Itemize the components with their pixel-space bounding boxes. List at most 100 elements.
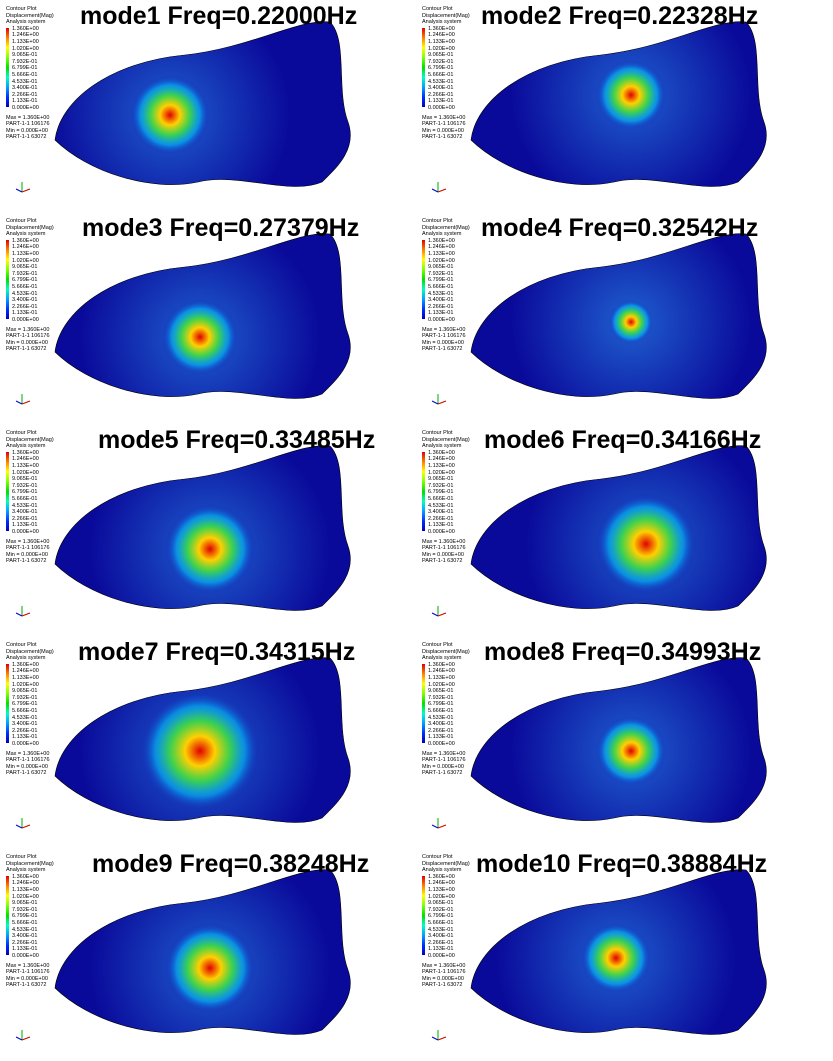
mesh-plot — [416, 424, 832, 636]
legend-level: 2.266E-01 — [422, 728, 470, 735]
axis — [432, 613, 438, 616]
legend-level: 1.246E+00 — [422, 880, 470, 887]
legend-footer-line: Max = 1.360E+00 — [422, 751, 470, 758]
legend-footer-line: Min = 0.000E+00 — [422, 552, 470, 559]
mesh-plot — [0, 212, 416, 424]
legend-header: Contour Plot — [422, 642, 470, 649]
legend-level: 5.666E-01 — [422, 496, 470, 503]
mode-title: mode1 Freq=0.22000Hz — [80, 2, 357, 31]
mode-title: mode4 Freq=0.32542Hz — [481, 214, 758, 243]
axis-triad — [432, 818, 446, 828]
legend-level: 1.133E+00 — [422, 463, 470, 470]
legend-level: 9.065E-01 — [6, 476, 54, 483]
legend-level: 7.932E-01 — [422, 907, 470, 914]
color-bar — [422, 664, 425, 743]
legend-level: 1.133E-01 — [6, 310, 54, 317]
color-bar — [6, 28, 9, 107]
legend-level: 7.932E-01 — [6, 695, 54, 702]
legend-level: 2.266E-01 — [6, 516, 54, 523]
legend-footer-line: Min = 0.000E+00 — [6, 976, 54, 983]
legend-footer-line: Max = 1.360E+00 — [6, 963, 54, 970]
legend-footer-line: Min = 0.000E+00 — [6, 128, 54, 135]
legend-footer-line: PART-1-1 63072 — [6, 134, 54, 141]
legend-level: 5.666E-01 — [422, 708, 470, 715]
legend-header: Displacement(Mag) — [422, 649, 470, 656]
legend-level: 1.133E-01 — [422, 946, 470, 953]
mesh-hotspot — [55, 234, 350, 399]
axis — [16, 613, 22, 616]
legend-level: 0.000E+00 — [422, 105, 470, 112]
legend-level: 1.133E+00 — [6, 675, 54, 682]
axis-triad — [432, 394, 446, 404]
legend-level: 2.266E-01 — [422, 304, 470, 311]
legend-level: 4.533E-01 — [422, 503, 470, 510]
legend-header: Contour Plot — [422, 430, 470, 437]
legend-header: Displacement(Mag) — [422, 13, 470, 20]
axis-triad — [16, 606, 30, 616]
mode-title: mode7 Freq=0.34315Hz — [78, 638, 355, 667]
legend-level: 1.246E+00 — [6, 32, 54, 39]
legend-level: 1.360E+00 — [6, 26, 54, 33]
axis — [438, 401, 446, 404]
legend-level: 0.000E+00 — [6, 953, 54, 960]
legend-level: 1.133E-01 — [6, 522, 54, 529]
legend-level: 1.360E+00 — [6, 238, 54, 245]
legend-level: 3.400E-01 — [422, 721, 470, 728]
mode-title: mode3 Freq=0.27379Hz — [82, 214, 359, 243]
legend-footer-line: PART-1-1 63072 — [6, 558, 54, 565]
legend-level: 1.133E+00 — [6, 887, 54, 894]
legend-level: 2.266E-01 — [6, 940, 54, 947]
axis — [438, 189, 446, 192]
color-bar — [422, 452, 425, 531]
axis-triad — [16, 182, 30, 192]
legend-level: 6.799E-01 — [422, 65, 470, 72]
legend-level: 7.932E-01 — [6, 271, 54, 278]
legend-level: 7.932E-01 — [422, 271, 470, 278]
figure: mode1 Freq=0.22000HzContour PlotDisplace… — [0, 0, 833, 1061]
legend-level: 5.666E-01 — [422, 284, 470, 291]
legend-footer-line: Max = 1.360E+00 — [6, 751, 54, 758]
color-bar — [6, 876, 9, 955]
legend-header: Analysis system — [6, 655, 54, 662]
legend-level: 1.020E+00 — [6, 258, 54, 265]
legend-level: 3.400E-01 — [6, 297, 54, 304]
legend-level: 1.133E-01 — [6, 734, 54, 741]
legend-level: 4.533E-01 — [422, 291, 470, 298]
legend-level: 1.020E+00 — [6, 470, 54, 477]
legend-level: 1.246E+00 — [422, 244, 470, 251]
legend-footer-line: PART-1-1 106176 — [6, 121, 54, 128]
legend-header: Contour Plot — [6, 642, 54, 649]
legend-level: 1.246E+00 — [422, 668, 470, 675]
legend-level: 9.065E-01 — [422, 52, 470, 59]
color-bar — [6, 452, 9, 531]
axis — [16, 1037, 22, 1040]
legend-header: Analysis system — [6, 19, 54, 26]
mesh-plot — [0, 0, 416, 212]
axis — [432, 189, 438, 192]
mesh-plot — [0, 636, 416, 848]
legend-header: Analysis system — [6, 867, 54, 874]
axis-triad — [432, 606, 446, 616]
legend-header: Analysis system — [422, 655, 470, 662]
legend-level: 4.533E-01 — [422, 715, 470, 722]
legend-level: 5.666E-01 — [422, 72, 470, 79]
legend-header: Displacement(Mag) — [6, 225, 54, 232]
legend-level: 4.533E-01 — [6, 715, 54, 722]
legend-footer-line: PART-1-1 106176 — [6, 333, 54, 340]
mode-title: mode8 Freq=0.34993Hz — [484, 638, 761, 667]
